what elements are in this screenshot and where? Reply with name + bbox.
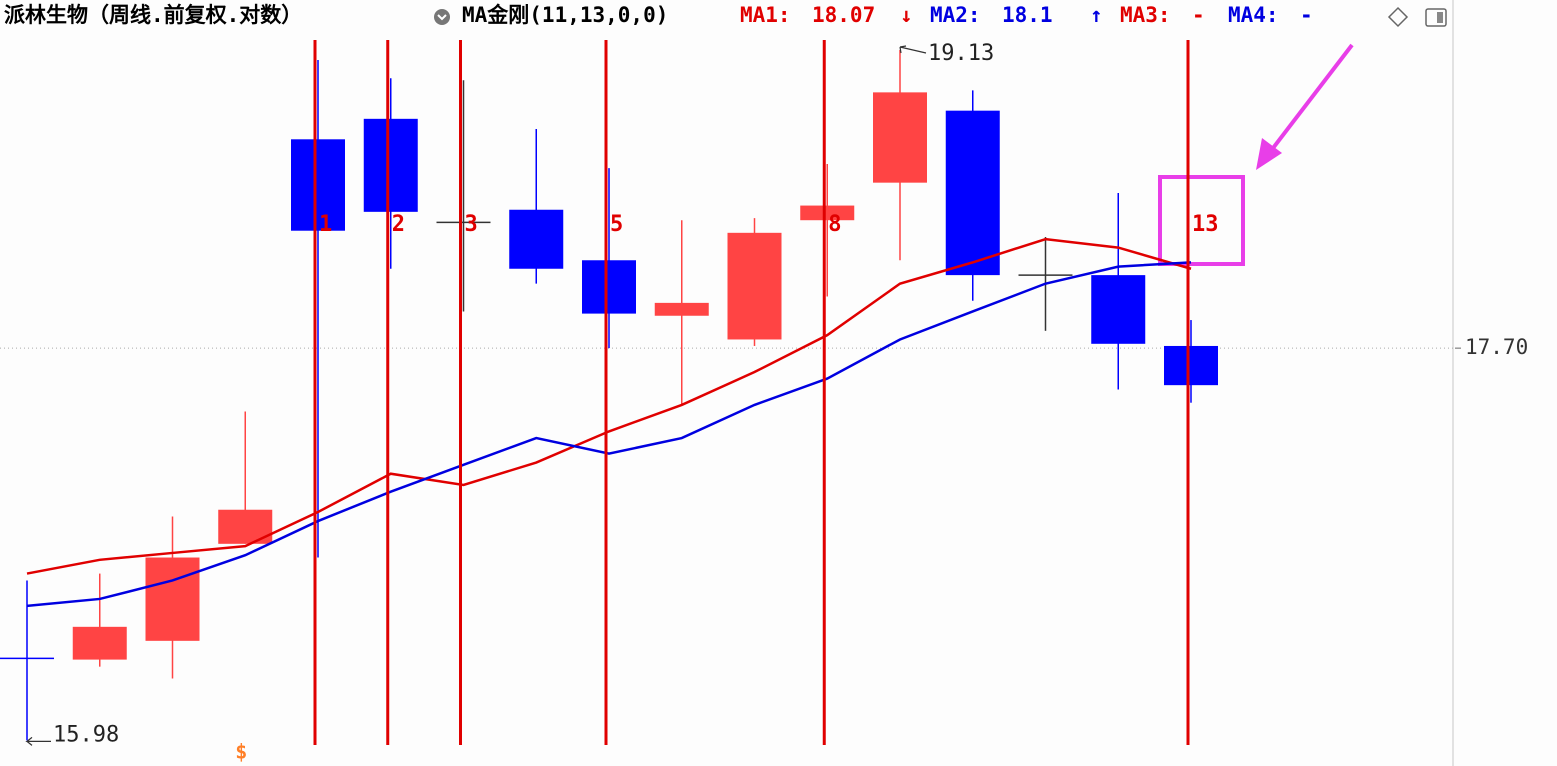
legend-value: - <box>1300 3 1313 27</box>
highlight-box <box>1158 175 1245 266</box>
marker-label: 2 <box>392 212 405 237</box>
high-pointer <box>899 45 927 54</box>
legend-arrow: ↑ <box>1090 3 1103 27</box>
ma-line <box>26 261 1192 608</box>
legend-value: - <box>1192 3 1205 27</box>
diamond-icon[interactable] <box>1387 6 1409 28</box>
callout-arrow <box>1268 43 1354 154</box>
ma-line <box>26 237 1192 575</box>
candle-body <box>363 118 418 212</box>
legend-name: MA1: <box>740 3 791 27</box>
candle-body <box>145 557 200 641</box>
candle-body <box>654 302 709 316</box>
high-label: 19.13 <box>928 41 994 66</box>
marker-label: 1 <box>319 212 332 237</box>
candle-body <box>1091 275 1146 344</box>
candle-body <box>509 209 564 269</box>
legend-arrow: ↓ <box>900 3 913 27</box>
panel-icon[interactable] <box>1425 8 1447 27</box>
legend-name: MA4: <box>1228 3 1279 27</box>
marker-label: 8 <box>828 212 841 237</box>
indicator-icon[interactable] <box>434 9 450 25</box>
candle-body <box>1164 345 1218 386</box>
candle-body <box>291 139 345 231</box>
y-tick-label: 17.70 <box>1465 335 1528 359</box>
low-pointer <box>25 736 51 746</box>
candle-body <box>582 260 636 314</box>
marker-label: 5 <box>610 212 623 237</box>
legend-name: MA2: <box>930 3 981 27</box>
indicator-name: MA金刚(11,13,0,0) <box>462 3 668 27</box>
indicator-icon-chevron <box>437 14 447 21</box>
candle-body <box>218 509 273 544</box>
candle-body <box>945 110 1000 276</box>
candle-body <box>800 205 855 221</box>
marker-label: 3 <box>465 212 478 237</box>
candle-body <box>873 92 927 183</box>
signal-label: $ <box>235 740 247 764</box>
legend-value: 18.1 <box>1002 3 1053 27</box>
legend-name: MA3: <box>1120 3 1171 27</box>
candle-body <box>72 626 127 660</box>
candle-body <box>727 232 782 340</box>
callout-arrowhead <box>1256 138 1282 170</box>
chart-title: 派林生物（周线.前复权.对数） <box>4 3 302 27</box>
low-label: 15.98 <box>53 722 119 747</box>
marker-label: 13 <box>1192 212 1219 237</box>
legend-value: 18.07 <box>812 3 875 27</box>
panel-icon-fill <box>1437 12 1443 23</box>
